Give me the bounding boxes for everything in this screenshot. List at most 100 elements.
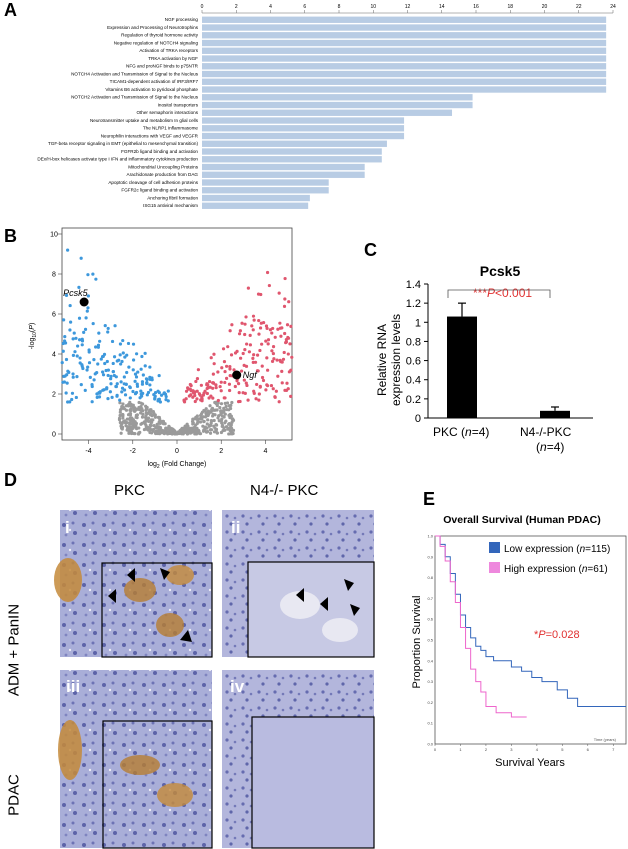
point-up xyxy=(286,352,290,356)
point-ns xyxy=(117,417,122,422)
point-ns xyxy=(153,431,158,435)
lumen xyxy=(322,618,358,642)
category-label: Regulation of thyroid hormone activity xyxy=(121,33,199,38)
point-down xyxy=(103,324,107,328)
point-up xyxy=(287,300,291,304)
point-ns xyxy=(231,417,235,421)
bar xyxy=(202,78,607,85)
point-down xyxy=(117,358,121,362)
bar xyxy=(202,194,310,202)
category-label: NFG and proNGF binds to p75NTR xyxy=(126,64,199,69)
tile-i-label: i xyxy=(65,518,70,537)
category-label-n4pkc-n: (n=4) xyxy=(536,440,564,454)
point-up xyxy=(244,315,248,319)
x-tick-label: 18 xyxy=(507,4,513,10)
point-down xyxy=(110,339,115,344)
point-up xyxy=(283,331,287,336)
point-ns xyxy=(166,432,170,436)
point-ns xyxy=(134,424,138,428)
data-points xyxy=(60,248,294,436)
point-up xyxy=(241,391,245,395)
point-down xyxy=(156,397,161,402)
category-labels: NGF processing Expression and Processing … xyxy=(37,17,198,208)
point-ns xyxy=(185,431,189,435)
point-down xyxy=(94,345,98,349)
point-down xyxy=(77,338,82,342)
y-tick-label: 0.7 xyxy=(427,596,433,601)
point-up xyxy=(228,388,232,393)
point-down xyxy=(74,395,78,400)
point-down xyxy=(143,351,147,355)
point-ns xyxy=(141,412,145,416)
bar xyxy=(202,63,607,70)
point-ns xyxy=(120,425,125,429)
tile-iv-inset xyxy=(251,716,375,849)
point-ns xyxy=(153,415,158,419)
point-ns xyxy=(125,417,129,421)
point-ns xyxy=(208,404,212,408)
point-up xyxy=(192,391,197,395)
point-down xyxy=(126,341,131,346)
point-ns xyxy=(158,425,163,430)
point-up xyxy=(238,329,242,333)
point-up xyxy=(230,323,234,327)
tile-iv-label: iv xyxy=(230,677,245,696)
point-down xyxy=(106,368,111,372)
point-down xyxy=(69,320,73,324)
bar xyxy=(202,94,473,101)
point-up xyxy=(201,393,205,397)
point-up xyxy=(265,356,269,360)
point-ns xyxy=(120,405,124,409)
point-up xyxy=(232,368,236,372)
y-tick-label: 0 xyxy=(415,413,421,425)
stain-region xyxy=(124,578,156,602)
point-down xyxy=(148,365,152,369)
point-down xyxy=(139,367,143,371)
x-tick-label: 4 xyxy=(264,448,268,455)
y-tick-label: 0.0 xyxy=(427,742,433,747)
point-down xyxy=(66,248,70,252)
y-tick-label: 0.2 xyxy=(427,700,433,705)
point-ns xyxy=(173,432,177,436)
point-down xyxy=(77,316,82,320)
point-ns xyxy=(128,412,132,416)
point-up xyxy=(252,391,256,395)
point-up xyxy=(287,370,291,374)
point-up xyxy=(194,379,198,384)
point-down xyxy=(139,389,143,393)
point-down xyxy=(111,361,115,366)
point-ns xyxy=(206,409,211,413)
point-up xyxy=(265,270,270,275)
category-label: NOTCH2 Activation and Transmission of Si… xyxy=(71,95,199,100)
point-up xyxy=(276,327,280,331)
point-down xyxy=(136,370,140,374)
point-down xyxy=(96,362,100,366)
point-down xyxy=(135,382,139,386)
point-ns xyxy=(120,421,124,425)
point-down xyxy=(140,382,145,386)
point-up xyxy=(222,360,227,364)
point-up xyxy=(259,321,263,325)
point-ns xyxy=(149,423,153,428)
point-ns xyxy=(213,413,217,417)
point-ns xyxy=(223,421,227,425)
point-up xyxy=(264,388,268,392)
point-down xyxy=(92,358,96,362)
x-tick-label: 0 xyxy=(201,4,204,10)
point-ns xyxy=(216,416,220,420)
x-tick-label: -4 xyxy=(85,448,91,455)
point-up xyxy=(270,349,274,353)
y-tick-label: 1.2 xyxy=(406,298,421,310)
point-down xyxy=(62,339,67,343)
point-up xyxy=(221,347,226,351)
category-label: The NLRP1 inflammasome xyxy=(143,126,199,131)
point-down xyxy=(105,387,109,391)
point-ns xyxy=(212,430,217,434)
point-down xyxy=(79,383,83,387)
point-up xyxy=(218,384,222,389)
point-up xyxy=(280,381,284,385)
point-ns xyxy=(178,430,182,434)
bars xyxy=(447,302,570,418)
point-down xyxy=(131,389,135,394)
legend-label-high: High expression (n=61) xyxy=(504,564,608,575)
